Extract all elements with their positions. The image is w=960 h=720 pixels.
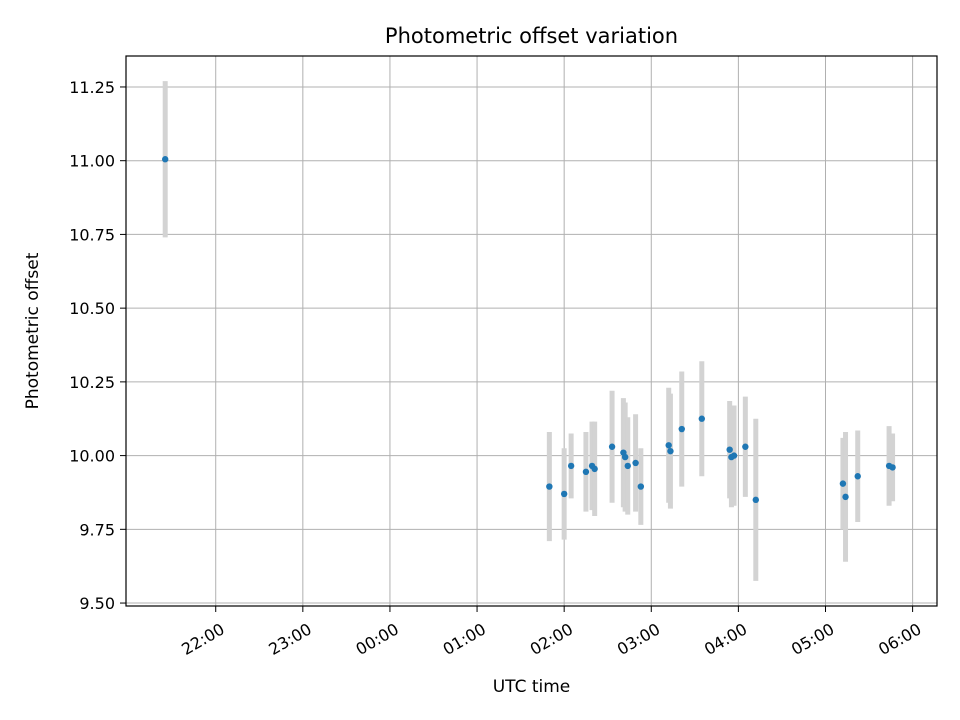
x-axis-title: UTC time (493, 677, 571, 697)
data-point (678, 425, 685, 433)
data-point (854, 473, 861, 480)
y-axis-ticks: 9.50 9.75 10.00 10.25 10.50 10.75 11.00 11.25 (69, 78, 126, 613)
data-point (730, 452, 738, 459)
chart-title: Photometric offset variation (385, 24, 678, 48)
data-point (839, 480, 847, 487)
data-point (742, 443, 749, 450)
data-point (560, 490, 568, 498)
data-point (591, 465, 598, 473)
y-tick-label: 10.75 (69, 225, 115, 244)
y-tick-label: 10.25 (69, 373, 115, 392)
y-tick-label: 10.50 (69, 299, 115, 318)
y-tick-label: 11.25 (69, 78, 115, 97)
data-point (726, 446, 733, 453)
data-point (632, 459, 639, 467)
data-point (889, 464, 896, 471)
data-point (667, 447, 674, 455)
data-point (752, 496, 760, 504)
data-point (608, 443, 616, 450)
plot-frame (125, 55, 938, 607)
y-tick-label: 10.00 (69, 447, 115, 466)
data-point (621, 453, 629, 461)
data-point (665, 442, 672, 449)
data-point (546, 483, 553, 490)
data-point (567, 462, 575, 470)
data-point (637, 483, 645, 490)
y-tick-label: 9.75 (79, 520, 115, 539)
y-axis-title: Photometric offset (23, 252, 43, 409)
data-point (698, 415, 706, 422)
y-tick-label: 11.00 (69, 152, 115, 171)
data-point (161, 156, 169, 163)
data-points (161, 156, 896, 504)
data-point (582, 468, 590, 476)
y-tick-label: 9.50 (79, 594, 115, 613)
grid (126, 56, 937, 606)
data-point (624, 462, 631, 470)
data-point (842, 493, 849, 501)
